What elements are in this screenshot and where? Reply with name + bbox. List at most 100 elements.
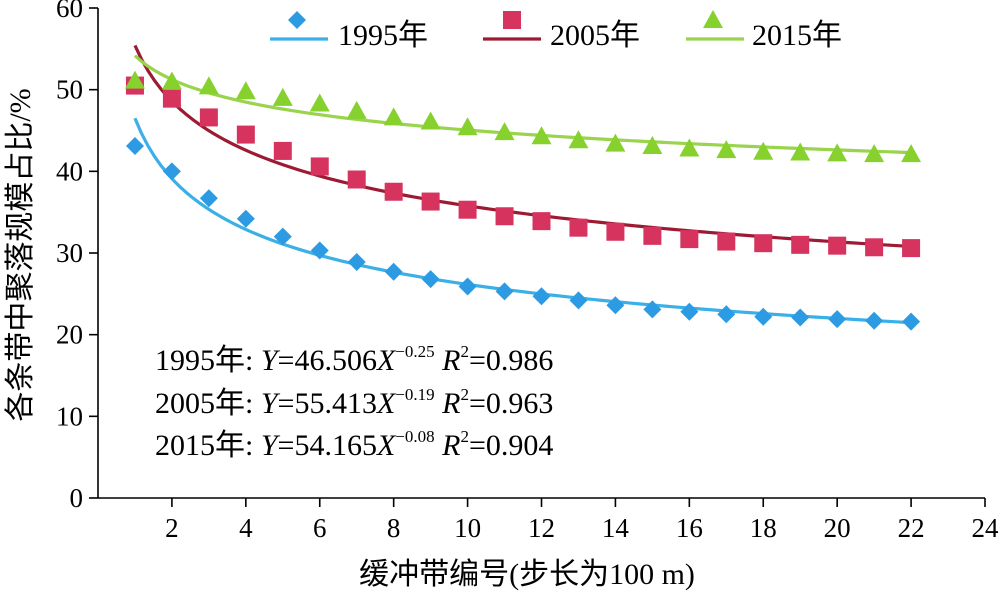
x-tick-label: 2 [165,513,179,543]
legend-marker [703,10,723,28]
x-tick-label: 6 [313,513,327,543]
equation-annotations: 1995年: Y=46.506X−0.25 R2=0.986 2005年: Y=… [155,342,553,462]
data-markers [124,70,922,331]
data-point [495,282,514,301]
data-point [199,108,218,127]
data-point [605,133,626,152]
data-point [754,307,773,326]
data-point [643,300,662,319]
data-point [235,81,256,100]
legend-marker [288,11,306,29]
data-point [125,137,144,156]
data-point [569,218,588,237]
data-point [124,70,145,89]
y-tick-label: 30 [56,238,83,268]
data-point [532,212,551,231]
data-point [902,239,921,258]
data-point [827,143,848,162]
y-tick-label: 50 [56,75,83,105]
data-point [606,296,625,315]
x-tick-label: 8 [387,513,401,543]
data-point [754,234,773,253]
legend: 1995年 2005年 2015年 [270,10,842,52]
y-tick-label: 20 [56,320,83,350]
data-point [569,291,588,310]
data-point [864,144,885,163]
y-tick-label: 60 [56,0,83,23]
data-point [717,305,736,324]
x-tick-label: 10 [454,513,481,543]
data-point [532,287,551,306]
x-tick-label: 16 [676,513,703,543]
data-point [347,170,366,189]
data-point [421,192,440,211]
data-point [310,157,329,176]
data-point [606,222,625,241]
data-point [791,235,810,254]
data-point [865,238,884,257]
y-axis-title: 各条带中聚落规模占比/% [4,88,37,421]
data-point [273,227,292,246]
data-point [901,144,922,163]
data-point [162,89,181,108]
y-tick-label: 10 [56,401,83,431]
data-point [273,141,292,160]
data-point [642,136,663,155]
data-point [457,117,478,136]
fit-line [133,44,912,249]
data-point [828,236,847,255]
data-point [791,308,810,327]
data-point [716,140,737,159]
data-point [865,311,884,330]
data-point [310,241,329,260]
data-point [458,200,477,219]
fit-lines [133,44,912,325]
data-point [161,71,182,90]
data-point [347,252,366,271]
data-point [198,76,219,95]
x-tick-label: 24 [972,513,1000,543]
fit-line [133,117,912,325]
data-point [236,209,255,228]
x-tick-label: 4 [239,513,253,543]
data-point [236,125,255,144]
data-point [162,162,181,181]
x-tick-label: 12 [528,513,555,543]
y-tick-label: 40 [56,156,83,186]
data-point [680,302,699,321]
equation-2015: 2015年: Y=54.165X−0.08 R2=0.904 [155,427,553,462]
equation-2005: 2005年: Y=55.413X−0.19 R2=0.963 [155,385,553,420]
fit-line [133,54,912,155]
data-point [346,100,367,119]
data-point [199,189,218,208]
data-point [531,126,552,145]
data-point [384,262,403,281]
data-point [383,107,404,126]
legend-label: 1995年 [338,19,428,52]
data-point [828,310,847,329]
equation-1995: 1995年: Y=46.506X−0.25 R2=0.986 [155,342,553,377]
x-axis-title: 缓冲带编号(步长为100 m) [359,558,695,591]
data-point [790,142,811,161]
data-point [680,230,699,249]
x-tick-label: 14 [602,513,630,543]
data-point [717,232,736,251]
data-point [421,270,440,289]
y-tick-label: 0 [70,483,84,513]
x-tick-label: 20 [824,513,851,543]
data-point [420,111,441,130]
x-tick-label: 18 [750,513,777,543]
data-point [272,87,293,106]
legend-label: 2015年 [752,19,842,52]
x-tick-label: 22 [898,513,925,543]
data-point [902,312,921,331]
legend-label: 2005年 [550,19,640,52]
data-point [458,277,477,296]
data-point [309,93,330,112]
data-point [384,182,403,201]
data-point [679,138,700,157]
data-point [753,141,774,160]
legend-marker [503,11,521,29]
